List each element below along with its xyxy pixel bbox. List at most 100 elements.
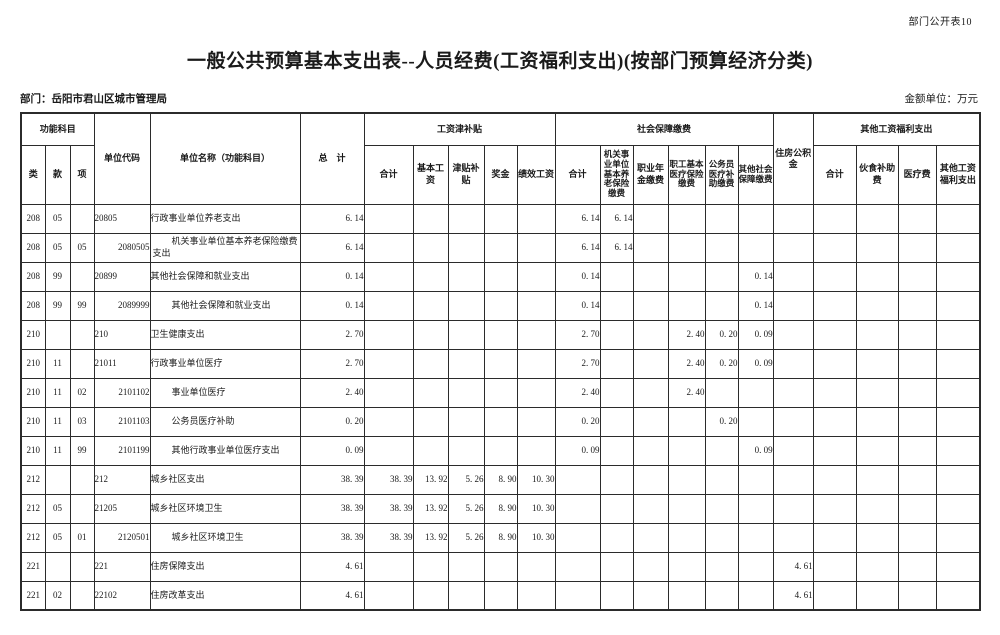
cell-wage_basic — [412, 551, 449, 582]
cell-name: 行政事业单位医疗 — [149, 348, 301, 379]
cell-social_total — [554, 551, 601, 582]
cell-social_medical — [667, 580, 706, 611]
cell-total: 4. 61 — [299, 580, 365, 611]
cell-name: 事业单位医疗 — [149, 377, 301, 408]
cell-wage_performance — [516, 348, 556, 379]
cell-wage_basic: 13. 92 — [412, 522, 449, 553]
cell-social_other — [737, 493, 774, 524]
cell-other_meal — [855, 377, 899, 408]
cell-housing_fund — [772, 348, 814, 379]
cell-code: 20805 — [93, 203, 151, 234]
cell-kuan: 11 — [44, 435, 71, 466]
cell-housing_fund — [772, 377, 814, 408]
cell-code: 2080505 — [93, 232, 151, 263]
cell-social_pension — [599, 261, 634, 292]
cell-other_welfare — [935, 290, 981, 321]
cell-social_annuity — [632, 580, 669, 611]
cell-kuan — [44, 319, 71, 350]
table-row: 210 11 03 2101103 公务员医疗补助 0. 20 0. 20 0. 20 — [20, 406, 981, 437]
cell-social_civil_servant — [704, 232, 739, 263]
cell-total: 2. 40 — [299, 377, 365, 408]
header-social-civil-servant: 公务员医疗补助缴费 — [704, 144, 739, 205]
cell-wage_allowance — [447, 348, 485, 379]
cell-social_other — [737, 377, 774, 408]
cell-wage_total — [363, 261, 414, 292]
table-row: 221 02 22102 住房改革支出 4. 61 4. 61 — [20, 580, 981, 611]
cell-social_medical — [667, 232, 706, 263]
cell-social_other — [737, 203, 774, 234]
cell-wage_allowance — [447, 261, 485, 292]
cell-total: 38. 39 — [299, 493, 365, 524]
cell-xiang: 99 — [69, 290, 95, 321]
cell-other_meal — [855, 551, 899, 582]
cell-social_other — [737, 464, 774, 495]
cell-wage_basic: 13. 92 — [412, 493, 449, 524]
cell-wage_allowance — [447, 203, 485, 234]
cell-code: 2089999 — [93, 290, 151, 321]
cell-total: 38. 39 — [299, 522, 365, 553]
header-xiang: 项 — [69, 144, 95, 205]
cell-social_civil_servant — [704, 580, 739, 611]
cell-other_total — [812, 435, 857, 466]
cell-name: 其他社会保障和就业支出 — [149, 261, 301, 292]
cell-other_welfare — [935, 551, 981, 582]
cell-wage_basic — [412, 435, 449, 466]
cell-other_welfare — [935, 580, 981, 611]
cell-name: 住房保障支出 — [149, 551, 301, 582]
cell-social_other: 0. 09 — [737, 435, 774, 466]
header-lei: 类 — [20, 144, 46, 205]
cell-wage_performance — [516, 435, 556, 466]
cell-social_total: 0. 20 — [554, 406, 601, 437]
cell-social_civil_servant — [704, 203, 739, 234]
cell-wage_bonus — [483, 290, 518, 321]
table-row: 210 11 02 2101102 事业单位医疗 2. 40 2. 40 2. 40 — [20, 377, 981, 408]
cell-social_medical — [667, 464, 706, 495]
cell-total: 2. 70 — [299, 348, 365, 379]
cell-housing_fund — [772, 435, 814, 466]
cell-lei: 210 — [20, 319, 46, 350]
cell-wage_bonus — [483, 319, 518, 350]
cell-other_medical — [897, 464, 937, 495]
cell-housing_fund — [772, 464, 814, 495]
cell-wage_allowance — [447, 319, 485, 350]
cell-name: 卫生健康支出 — [149, 319, 301, 350]
cell-wage_allowance — [447, 551, 485, 582]
cell-lei: 210 — [20, 377, 46, 408]
cell-wage_performance: 10. 30 — [516, 464, 556, 495]
cell-other_total — [812, 319, 857, 350]
cell-code: 2101103 — [93, 406, 151, 437]
cell-social_other: 0. 09 — [737, 319, 774, 350]
cell-other_meal — [855, 348, 899, 379]
cell-total: 38. 39 — [299, 464, 365, 495]
cell-total: 0. 14 — [299, 261, 365, 292]
cell-housing_fund — [772, 203, 814, 234]
cell-other_meal — [855, 290, 899, 321]
cell-lei: 208 — [20, 203, 46, 234]
cell-kuan: 05 — [44, 203, 71, 234]
header-wage-total: 合计 — [363, 144, 414, 205]
cell-social_annuity — [632, 493, 669, 524]
cell-xiang: 01 — [69, 522, 95, 553]
cell-wage_total — [363, 435, 414, 466]
cell-other_total — [812, 406, 857, 437]
cell-lei: 212 — [20, 493, 46, 524]
cell-name: 行政事业单位养老支出 — [149, 203, 301, 234]
header-other-meal: 伙食补助费 — [855, 144, 899, 205]
cell-wage_total — [363, 319, 414, 350]
cell-other_medical — [897, 580, 937, 611]
cell-name: 城乡社区环境卫生 — [149, 493, 301, 524]
cell-wage_allowance — [447, 406, 485, 437]
table-row: 208 05 05 2080505 机关事业单位基本养老保险缴费支出 6. 14 6. 14… — [20, 232, 981, 263]
cell-housing_fund: 4. 61 — [772, 551, 814, 582]
meta-row: 部门：岳阳市君山区城市管理局 金额单位：万元 — [20, 91, 978, 105]
cell-social_total — [554, 580, 601, 611]
cell-social_civil_servant: 0. 20 — [704, 319, 739, 350]
cell-social_civil_servant: 0. 20 — [704, 406, 739, 437]
cell-xiang — [69, 203, 95, 234]
cell-wage_bonus: 8. 90 — [483, 464, 518, 495]
cell-social_civil_servant — [704, 464, 739, 495]
cell-xiang: 02 — [69, 377, 95, 408]
cell-social_pension — [599, 377, 634, 408]
cell-other_medical — [897, 522, 937, 553]
